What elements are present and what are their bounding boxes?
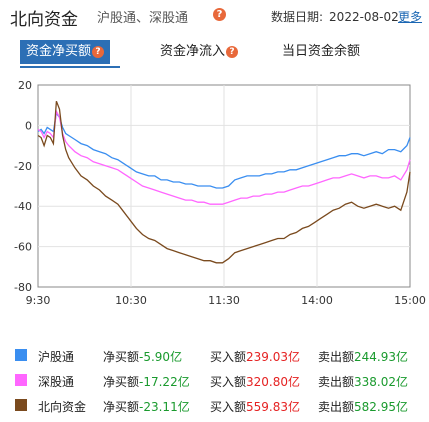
buy-amount: 买入额239.03亿 — [210, 348, 300, 365]
series-line-沪股通 — [37, 111, 411, 189]
net-buy: 净买额-17.22亿 — [103, 373, 190, 390]
sell-amount: 卖出额582.95亿 — [318, 398, 408, 415]
date-display: 数据日期: 2022-08-02 — [271, 8, 399, 25]
net-label: 净买额 — [103, 375, 140, 389]
page-title: 北向资金 — [10, 10, 78, 30]
legend-name: 北向资金 — [38, 400, 87, 414]
legend-row: 沪股通 净买额-5.90亿 买入额239.03亿 卖出额244.93亿 — [0, 345, 429, 365]
series-line-深股通 — [37, 109, 411, 205]
buy-label: 买入额 — [210, 375, 247, 389]
y-tick-label: 20 — [18, 79, 32, 92]
legend-row: 深股通 净买额-17.22亿 买入额320.80亿 卖出额338.02亿 — [0, 370, 429, 390]
series-line-北向资金 — [37, 100, 411, 264]
net-value: -17.22亿 — [139, 375, 190, 389]
help-icon[interactable]: ? — [92, 45, 105, 58]
y-tick-label: 0 — [25, 119, 32, 132]
legend-swatch — [15, 374, 27, 386]
buy-value: 559.83亿 — [246, 400, 301, 414]
tab-net-inflow[interactable]: 资金净流入? — [160, 40, 239, 64]
net-buy: 净买额-5.90亿 — [103, 348, 182, 365]
tab-balance[interactable]: 当日资金余额 — [282, 40, 360, 64]
buy-amount: 买入额320.80亿 — [210, 373, 300, 390]
net-buy: 净买额-23.11亿 — [103, 398, 190, 415]
more-link[interactable]: 更多 — [398, 10, 423, 24]
tab-balance-label: 当日资金余额 — [282, 44, 361, 59]
legend-name: 深股通 — [38, 375, 75, 389]
date-value: 2022-08-02 — [329, 10, 399, 24]
page-subtitle: 沪股通、深股通 — [97, 11, 189, 26]
x-tick-label: 10:30 — [115, 294, 147, 307]
date-label: 数据日期: — [271, 10, 324, 24]
x-tick-label: 9:30 — [26, 294, 51, 307]
x-tick-label: 14:00 — [301, 294, 333, 307]
legend-swatch — [15, 399, 27, 411]
sell-amount: 卖出额244.93亿 — [318, 348, 408, 365]
help-icon[interactable]: ? — [213, 8, 226, 21]
sell-amount: 卖出额338.02亿 — [318, 373, 408, 390]
legend-swatch — [15, 349, 27, 361]
net-label: 净买额 — [103, 350, 140, 364]
sell-label: 卖出额 — [318, 350, 355, 364]
sell-value: 338.02亿 — [354, 375, 409, 389]
y-tick-label: -40 — [14, 200, 32, 213]
y-tick-label: -80 — [14, 281, 32, 294]
tab-bar: 资金净买额? 资金净流入? 当日资金余额 — [0, 40, 429, 68]
buy-label: 买入额 — [210, 350, 247, 364]
sell-value: 582.95亿 — [354, 400, 409, 414]
net-value: -5.90亿 — [139, 350, 183, 364]
x-tick-label: 11:30 — [208, 294, 240, 307]
y-tick-label: -20 — [14, 160, 32, 173]
sell-value: 244.93亿 — [354, 350, 409, 364]
buy-value: 320.80亿 — [246, 375, 301, 389]
y-tick-label: -60 — [14, 241, 32, 254]
sell-label: 卖出额 — [318, 375, 355, 389]
flow-chart: 20 0 -20 -40 -60 -809:30 10:30 11:30 14:00 15:00 — [14, 79, 426, 307]
sell-label: 卖出额 — [318, 400, 355, 414]
net-value: -23.11亿 — [139, 400, 190, 414]
x-tick-label: 15:00 — [394, 294, 426, 307]
header: 北向资金 沪股通、深股通 ? 数据日期: 2022-08-02 更多 — [0, 0, 429, 30]
buy-value: 239.03亿 — [246, 350, 301, 364]
tab-underline — [20, 66, 120, 68]
help-icon[interactable]: ? — [226, 45, 239, 58]
tab-net-buy[interactable]: 资金净买额? — [20, 40, 111, 64]
tab-net-buy-label: 资金净买额 — [26, 44, 92, 59]
tab-net-inflow-label: 资金净流入 — [160, 44, 226, 59]
net-label: 净买额 — [103, 400, 140, 414]
legend-name: 沪股通 — [38, 350, 75, 364]
legend-row: 北向资金 净买额-23.11亿 买入额559.83亿 卖出额582.95亿 — [0, 395, 429, 415]
buy-amount: 买入额559.83亿 — [210, 398, 300, 415]
buy-label: 买入额 — [210, 400, 247, 414]
